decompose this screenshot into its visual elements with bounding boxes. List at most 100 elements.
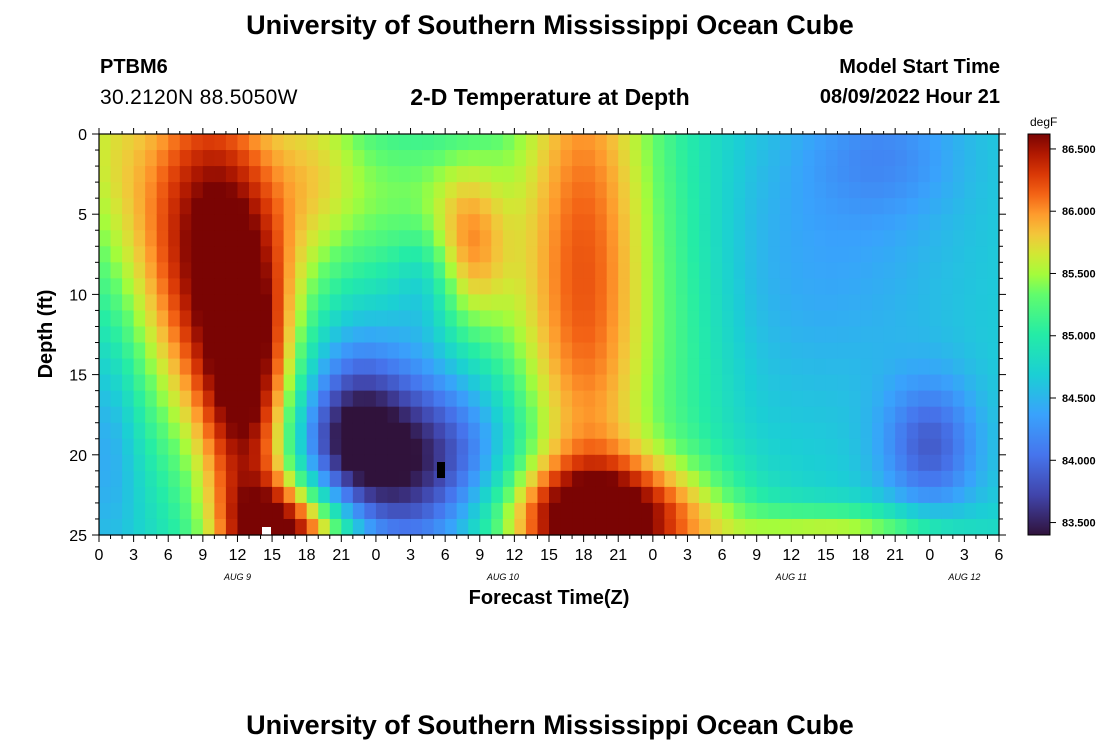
heatmap-cell [110, 342, 123, 360]
heatmap-cell [156, 454, 169, 472]
x-axis-label: Forecast Time(Z) [469, 587, 630, 609]
heatmap-cell [814, 406, 827, 424]
heatmap-cell [225, 454, 239, 472]
heatmap-cell [168, 262, 181, 279]
heatmap-cell [318, 358, 331, 376]
heatmap-cell [918, 278, 931, 295]
heatmap-cell [133, 502, 146, 520]
heatmap-cell [572, 390, 585, 408]
heatmap-cell [664, 406, 677, 424]
heatmap-cell [318, 486, 331, 504]
heatmap-cell [306, 262, 319, 279]
heatmap-cell [733, 390, 746, 408]
heatmap-cell [122, 134, 135, 151]
heatmap-cell [849, 486, 862, 504]
heatmap-cell [722, 422, 735, 440]
heatmap-cell [895, 342, 908, 360]
heatmap-cell [260, 150, 273, 167]
heatmap-cell [110, 134, 123, 151]
heatmap-cell [295, 406, 308, 424]
heatmap-cell [479, 262, 492, 279]
heatmap-cell [122, 518, 135, 536]
heatmap-cell [249, 230, 262, 247]
heatmap-cell [895, 182, 908, 199]
heatmap-cell [514, 374, 527, 392]
heatmap-cell [802, 278, 815, 295]
heatmap-cell [237, 390, 250, 408]
x-tick-label: 12 [505, 547, 523, 564]
heatmap-cell [779, 422, 792, 440]
heatmap-cell [329, 342, 342, 360]
heatmap-cell [479, 438, 492, 456]
heatmap-cell [422, 214, 435, 231]
heatmap-cell [710, 182, 723, 199]
heatmap-cell [99, 438, 112, 456]
heatmap-cell [202, 438, 215, 456]
heatmap-cell [410, 198, 423, 215]
heatmap-cell [179, 182, 192, 199]
heatmap-cell [341, 294, 354, 312]
heatmap-cell [941, 278, 954, 295]
heatmap-cell [352, 502, 365, 520]
heatmap-cell [514, 310, 527, 328]
heatmap-cell [606, 310, 619, 328]
heatmap-cell [295, 518, 308, 536]
heatmap-cell [733, 342, 746, 360]
heatmap-cell [779, 438, 792, 456]
heatmap-cell [502, 518, 515, 536]
heatmap-cell [699, 278, 712, 295]
x-axis: 0 3 6 9 12 15 18 21 0 3 6 9 12 15 18 21 0 3 6 9 12 15 18 21 0 3 6A… [95, 128, 1004, 582]
heatmap-cell [99, 470, 112, 488]
heatmap-cell [225, 262, 239, 279]
heatmap-cell [191, 262, 204, 279]
heatmap-cell [445, 214, 458, 231]
heatmap-cell [941, 342, 954, 360]
heatmap-cell [595, 470, 608, 488]
station-coordinates: 30.2120N 88.5050W [100, 86, 298, 109]
heatmap-cell [837, 486, 850, 504]
heatmap-cell [225, 358, 239, 376]
heatmap-cell [560, 502, 573, 520]
heatmap-cell [375, 198, 389, 215]
heatmap-cell [745, 198, 758, 215]
heatmap-cell [572, 278, 585, 295]
heatmap-cell [814, 374, 827, 392]
heatmap-cell [168, 422, 181, 440]
heatmap-cell [433, 342, 446, 360]
heatmap-cell [260, 454, 273, 472]
heatmap-cell [445, 342, 458, 360]
heatmap-cell [502, 342, 515, 360]
heatmap-cell [468, 246, 481, 263]
heatmap-cell [272, 502, 285, 520]
heatmap-cell [745, 134, 758, 151]
heatmap-cell [572, 166, 585, 183]
heatmap-cell [675, 518, 689, 536]
heatmap-cell [525, 134, 539, 151]
heatmap-cell [514, 502, 527, 520]
heatmap-cell [525, 214, 539, 231]
heatmap-cell [502, 230, 515, 247]
heatmap-cell [883, 438, 896, 456]
heatmap-cell [237, 374, 250, 392]
heatmap-cell [133, 486, 146, 504]
x-tick-label: 18 [298, 547, 316, 564]
heatmap-cell [825, 518, 839, 536]
heatmap-cell [272, 326, 285, 344]
heatmap-cell [606, 390, 619, 408]
heatmap-cell [179, 470, 192, 488]
x-tick-label: 9 [475, 547, 484, 564]
heatmap-cell [468, 150, 481, 167]
heatmap-cell [341, 374, 354, 392]
x-tick-label: 21 [886, 547, 904, 564]
heatmap-cell [606, 518, 619, 536]
heatmap-cell [745, 390, 758, 408]
heatmap-cell [156, 278, 169, 295]
heatmap-cell [479, 326, 492, 344]
heatmap-cell [837, 342, 850, 360]
heatmap-cell [537, 198, 550, 215]
heatmap-cell [145, 230, 158, 247]
heatmap-cell [710, 422, 723, 440]
heatmap-cell [687, 358, 700, 376]
heatmap-cell [860, 342, 873, 360]
heatmap-cell [606, 374, 619, 392]
